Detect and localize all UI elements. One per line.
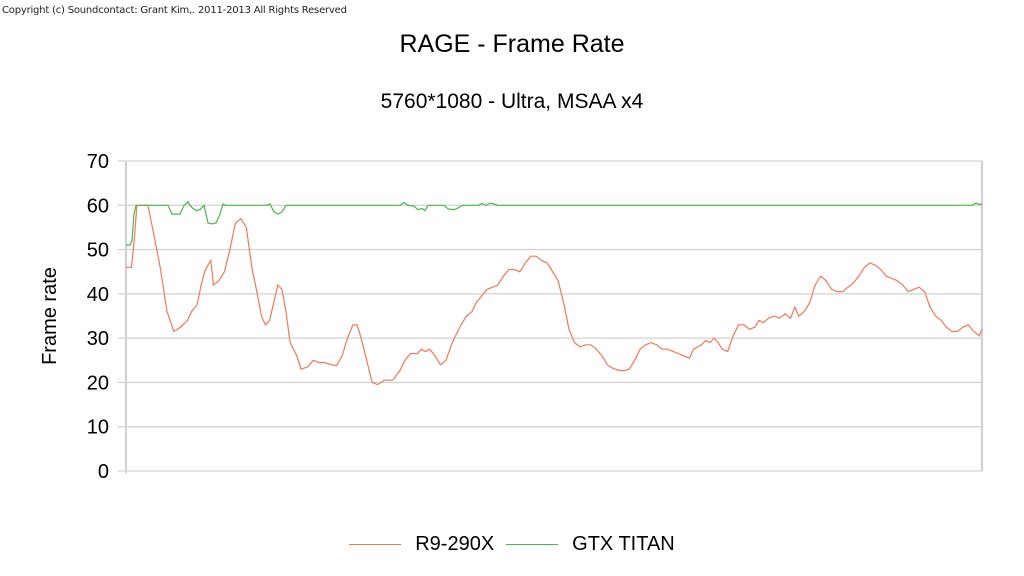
svg-text:50: 50 [87, 240, 109, 262]
svg-text:60: 60 [87, 195, 109, 217]
series-lines [126, 200, 983, 386]
svg-text:40: 40 [87, 284, 109, 306]
legend-item-r9-290x: R9-290X [349, 533, 494, 556]
legend-label-gtx-titan: GTX TITAN [572, 533, 675, 555]
copyright-notice: Copyright (c) Soundcontact: Grant Kim,. … [2, 5, 347, 16]
legend-swatch-gtx-titan [506, 544, 559, 545]
series-line-gtx-titan [126, 200, 983, 246]
svg-text:30: 30 [87, 328, 109, 350]
svg-text:70: 70 [87, 151, 109, 173]
chart-title: RAGE - Frame Rate [399, 30, 625, 58]
chart-subtitle: 5760*1080 - Ultra, MSAA x4 [380, 90, 644, 113]
svg-text:0: 0 [98, 461, 109, 483]
legend-swatch-r9-290x [349, 544, 402, 545]
legend: R9-290X GTX TITAN [0, 533, 1024, 556]
y-axis-label: Frame rate [39, 267, 61, 365]
legend-label-r9-290x: R9-290X [415, 533, 495, 555]
gridlines [118, 160, 983, 473]
legend-item-gtx-titan: GTX TITAN [506, 533, 675, 556]
svg-text:20: 20 [87, 372, 109, 394]
svg-text:10: 10 [87, 417, 109, 439]
series-line-r9-290x [126, 204, 983, 386]
y-axis-ticks: 0 10 20 30 40 50 60 70 [87, 151, 109, 483]
